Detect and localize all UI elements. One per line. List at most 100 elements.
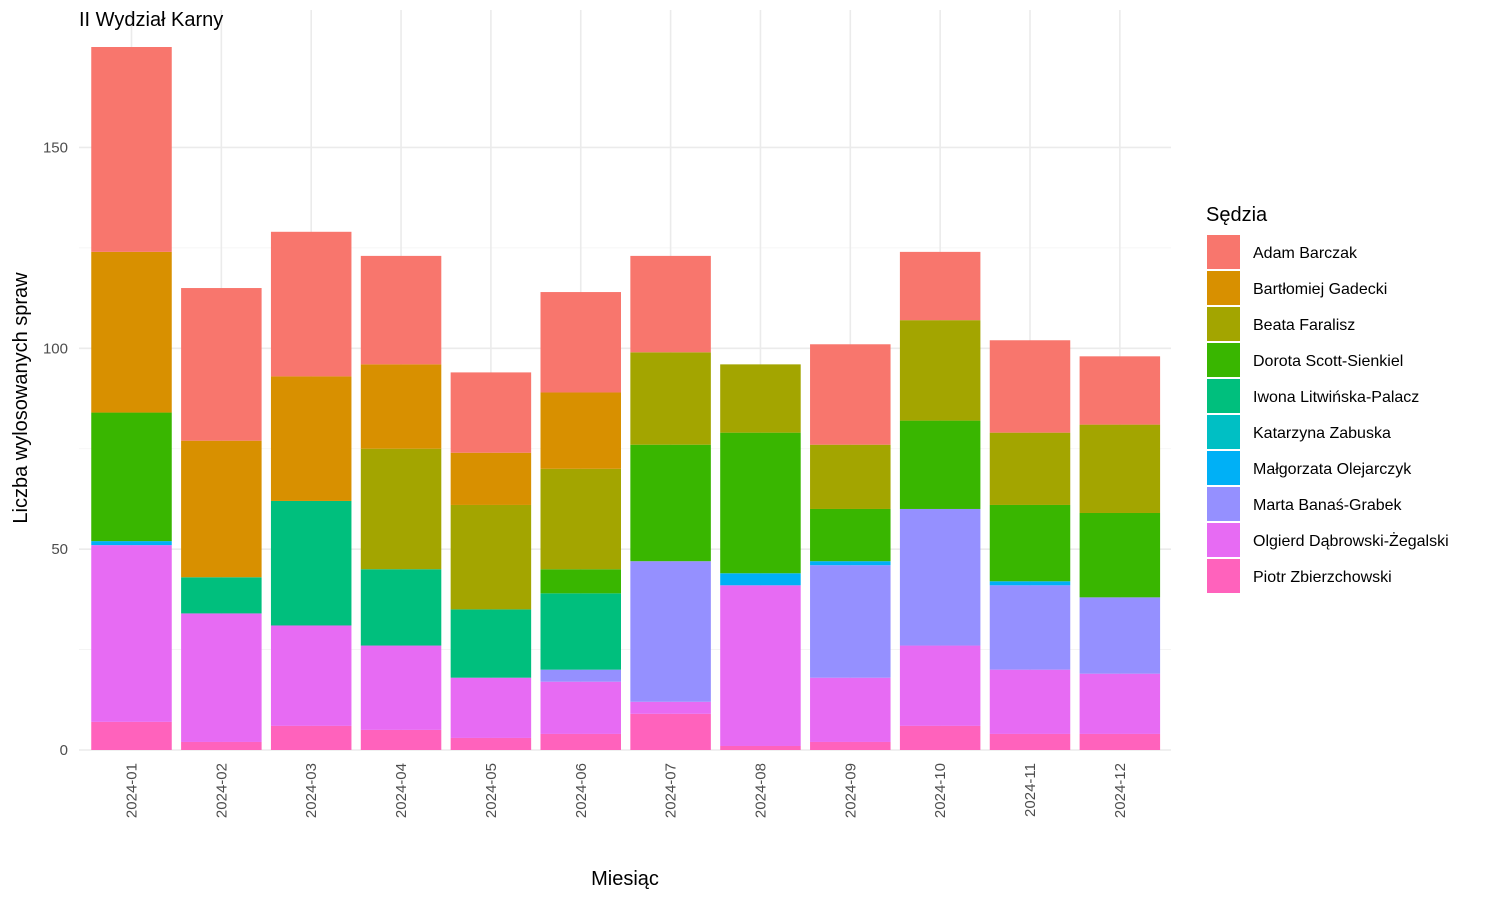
chart-title: II Wydział Karny: [79, 9, 223, 31]
legend-title: Sędzia: [1206, 204, 1268, 226]
bar-segment: [540, 593, 621, 670]
bar-segment: [450, 452, 532, 505]
bar-segment: [360, 364, 442, 449]
legend-key: [1207, 271, 1240, 305]
bar-segment: [720, 364, 801, 433]
x-tick-label: 2024-09: [842, 763, 859, 818]
bar-segment: [810, 561, 891, 566]
bar-segment: [720, 432, 801, 574]
legend-key: [1207, 523, 1240, 557]
bar-segment: [91, 47, 172, 252]
bar-segment: [540, 569, 621, 594]
legend-label: Katarzyna Zabuska: [1253, 425, 1391, 442]
bar-segment: [540, 733, 621, 750]
bar-segment: [1079, 424, 1161, 513]
legend-key: [1207, 235, 1240, 269]
bar-segment: [630, 352, 711, 445]
bar-segment: [360, 255, 442, 365]
bar-segment: [810, 565, 891, 678]
bar-segment: [630, 701, 711, 714]
y-tick-label: 0: [60, 742, 68, 759]
bar-segment: [181, 288, 262, 441]
x-tick-label: 2024-01: [124, 763, 141, 818]
bar-segment: [630, 713, 711, 750]
legend-label: Małgorzata Olejarczyk: [1253, 461, 1412, 478]
x-tick-label: 2024-10: [932, 763, 949, 818]
bar-segment: [989, 504, 1071, 582]
bar-segment: [810, 444, 891, 509]
bar-segment: [450, 737, 532, 750]
bar-segment: [91, 251, 172, 413]
y-tick-label: 150: [43, 139, 68, 156]
legend-key: [1207, 451, 1240, 485]
y-tick-label: 50: [51, 541, 68, 558]
legend-key: [1207, 379, 1240, 413]
bar-segment: [810, 508, 891, 562]
legend-label: Iwona Litwińska-Palacz: [1253, 389, 1419, 406]
y-axis-title: Liczba wylosowanych spraw: [10, 272, 32, 524]
bar-segment: [360, 645, 442, 730]
bar-segment: [91, 541, 172, 546]
bar-segment: [270, 376, 352, 501]
x-tick-label: 2024-11: [1022, 763, 1039, 817]
bar-segment: [720, 573, 801, 586]
bar-segment: [181, 741, 262, 750]
bar-segment: [630, 255, 711, 353]
bar-segment: [989, 585, 1071, 670]
bar-segment: [270, 231, 352, 377]
bar-segment: [989, 669, 1071, 734]
y-tick-label: 100: [43, 340, 68, 357]
bar-segment: [450, 504, 532, 610]
bar-segment: [989, 581, 1071, 586]
bar-segment: [720, 585, 801, 746]
bar-segment: [450, 677, 532, 738]
bar-segment: [360, 448, 442, 570]
x-tick-label: 2024-04: [393, 763, 410, 818]
bar-segment: [540, 392, 621, 469]
x-axis-ticks: 2024-01 2024-02 2024-03 2024-04 2024-05 2024-…: [124, 763, 1129, 818]
bar-segment: [360, 569, 442, 646]
bar-segment: [720, 745, 801, 750]
legend: Sędzia Adam Barczak Bartłomiej Gadecki Bea…: [1206, 204, 1449, 593]
legend-key: [1207, 487, 1240, 521]
bar-segment: [540, 292, 621, 393]
bar-segment: [989, 733, 1071, 750]
x-tick-label: 2024-03: [303, 763, 320, 818]
x-tick-label: 2024-05: [483, 763, 500, 818]
legend-label: Olgierd Dąbrowski-Żegalski: [1253, 531, 1449, 550]
legend-label: Piotr Zbierzchowski: [1253, 569, 1392, 586]
bar-segment: [91, 545, 172, 722]
legend-label: Marta Banaś-Grabek: [1253, 497, 1403, 514]
legend-label: Bartłomiej Gadecki: [1253, 281, 1387, 298]
bar-segment: [989, 340, 1071, 433]
bar-segment: [810, 677, 891, 742]
bar-segment: [899, 508, 981, 646]
bar-segment: [540, 468, 621, 570]
bar-segment: [1079, 512, 1161, 598]
bar-segment: [91, 412, 172, 542]
x-tick-label: 2024-08: [752, 763, 769, 818]
x-tick-label: 2024-06: [573, 763, 590, 818]
bar-segment: [1079, 733, 1161, 750]
bar-segment: [989, 432, 1071, 505]
y-axis-ticks: 0 50 100 150: [43, 139, 68, 759]
bar-segment: [450, 372, 532, 453]
x-tick-label: 2024-07: [663, 763, 680, 818]
bar-segment: [1079, 673, 1161, 734]
bar-segment: [360, 729, 442, 750]
bar-segment: [630, 561, 711, 702]
bar-segment: [810, 741, 891, 750]
legend-key: [1207, 343, 1240, 377]
x-tick-label: 2024-02: [213, 763, 230, 818]
bar-segment: [1079, 356, 1161, 425]
bar-segment: [91, 721, 172, 750]
bar-segment: [270, 625, 352, 726]
bar-segment: [450, 609, 532, 678]
bar-segment: [899, 420, 981, 509]
bar-segment: [270, 725, 352, 750]
bar-segment: [181, 613, 262, 742]
legend-key: [1207, 559, 1240, 593]
bar-segment: [540, 669, 621, 682]
bar-segment: [1079, 597, 1161, 674]
